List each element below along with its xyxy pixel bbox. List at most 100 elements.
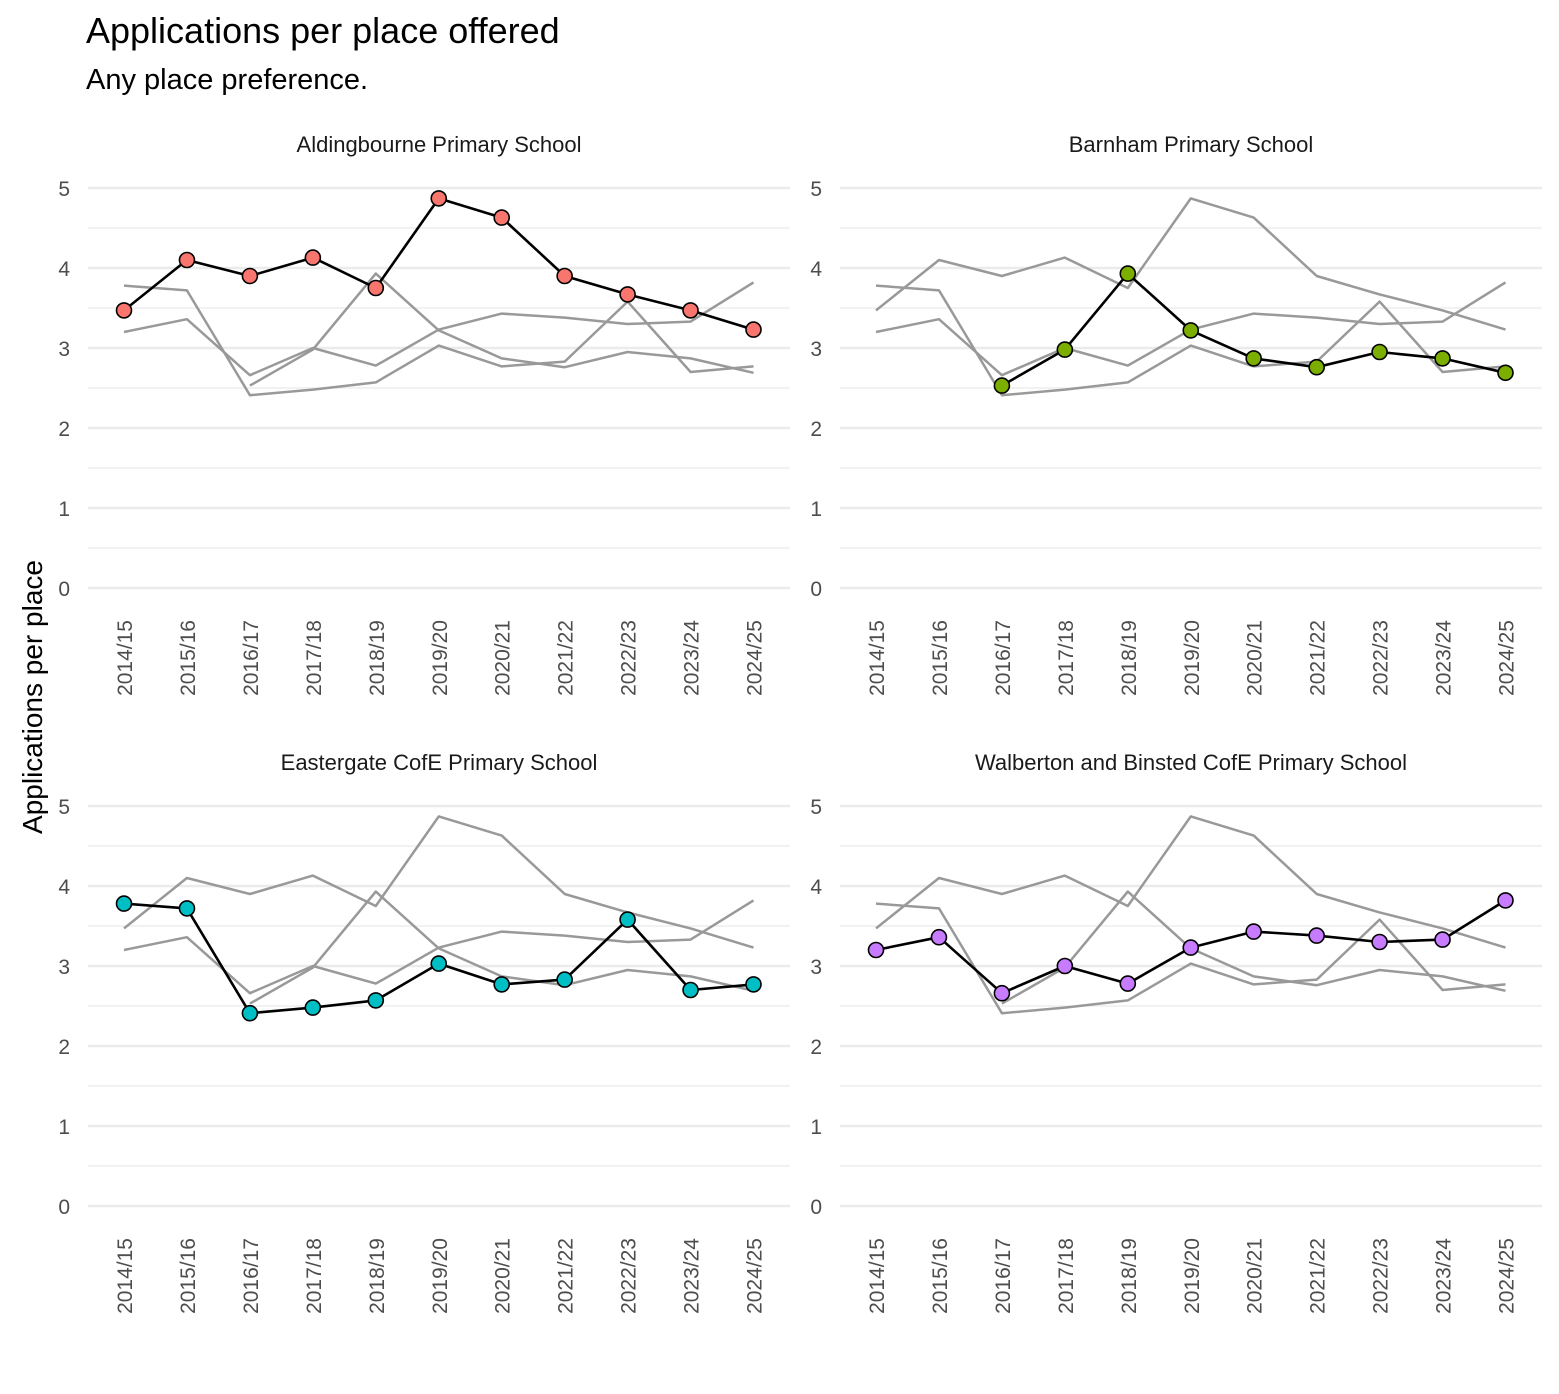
- highlight-series-line: [1001, 272, 1506, 387]
- highlight-series-line: [123, 197, 754, 331]
- x-tick-label: 2015/16: [177, 620, 200, 696]
- x-tick-label: 2017/18: [1055, 620, 1078, 696]
- data-point: [1182, 939, 1200, 956]
- data-point: [556, 267, 573, 285]
- y-tick-label: 3: [58, 338, 70, 361]
- facet-title: Barnham Primary School: [1069, 132, 1314, 157]
- x-tick-label: 2020/21: [1244, 620, 1267, 696]
- facet-title: Eastergate CofE Primary School: [281, 750, 598, 775]
- y-tick-label: 2: [58, 1036, 70, 1059]
- data-point: [304, 249, 322, 266]
- data-point: [1434, 931, 1451, 948]
- background-series-line: [875, 284, 1506, 397]
- x-tick-label: 2014/15: [866, 620, 889, 696]
- background-series-line: [1001, 890, 1506, 1005]
- background-series-line: [875, 815, 1506, 949]
- data-point: [1371, 933, 1388, 951]
- data-point: [682, 302, 699, 319]
- x-tick-label: 2015/16: [177, 1238, 200, 1314]
- y-tick-label: 4: [58, 876, 70, 899]
- data-point: [178, 900, 196, 917]
- chart-subtitle: Any place preference.: [86, 64, 369, 96]
- y-tick-label: 3: [810, 338, 822, 361]
- x-tick-label: 2018/19: [1118, 620, 1141, 696]
- data-point: [1308, 927, 1325, 944]
- x-tick-label: 2021/22: [555, 620, 578, 696]
- x-tick-label: 2017/18: [303, 1238, 326, 1314]
- background-series-line: [875, 902, 1506, 1015]
- x-tick-label: 2017/18: [1055, 1238, 1078, 1314]
- data-point: [1119, 265, 1137, 282]
- data-point: [1056, 957, 1074, 975]
- x-tick-label: 2019/20: [1181, 1238, 1204, 1314]
- facet-title: Walberton and Binsted CofE Primary Schoo…: [975, 750, 1407, 775]
- chart-title: Applications per place offered: [86, 10, 560, 51]
- x-tick-label: 2014/15: [866, 1238, 889, 1314]
- x-tick-label: 2024/25: [1496, 620, 1519, 696]
- y-axis-label: Applications per place: [17, 560, 48, 834]
- x-tick-label: 2015/16: [929, 620, 952, 696]
- facet-panel-3: 0 1 2 3 4 5 Eastergate CofE Primary School 2014…: [58, 750, 790, 1314]
- x-tick-label: 2021/22: [555, 1238, 578, 1314]
- facet-panel-4: 0 1 2 3 4 5 Walberton and Binsted CofE Primary…: [810, 750, 1542, 1314]
- facet-panel-2: 0 1 2 3 4 5 Barnham Primary School 2014/15 2015/…: [810, 132, 1542, 696]
- data-point: [1371, 343, 1388, 361]
- x-tick-label: 2020/21: [1244, 1238, 1267, 1314]
- x-tick-label: 2021/22: [1307, 1238, 1330, 1314]
- y-tick-label: 1: [810, 498, 822, 521]
- data-point: [745, 321, 762, 338]
- data-point: [619, 911, 636, 928]
- data-point: [493, 209, 511, 226]
- x-tick-label: 2018/19: [1118, 1238, 1141, 1314]
- data-point: [1497, 364, 1514, 382]
- y-tick-label: 5: [810, 796, 822, 819]
- data-point: [430, 190, 448, 207]
- data-point: [1245, 923, 1262, 940]
- x-tick-label: 2022/23: [618, 1238, 641, 1314]
- y-tick-label: 1: [58, 498, 70, 521]
- data-point: [115, 895, 133, 912]
- data-point: [493, 976, 511, 993]
- y-tick-label: 0: [58, 1196, 70, 1219]
- y-tick-label: 2: [58, 418, 70, 441]
- x-tick-label: 2018/19: [366, 620, 389, 696]
- x-tick-label: 2022/23: [618, 620, 641, 696]
- y-tick-label: 5: [58, 796, 70, 819]
- data-point: [993, 984, 1011, 1002]
- y-tick-label: 1: [58, 1116, 70, 1139]
- x-tick-label: 2024/25: [744, 1238, 767, 1314]
- y-tick-label: 1: [810, 1116, 822, 1139]
- y-tick-label: 0: [58, 578, 70, 601]
- data-point: [367, 992, 385, 1009]
- data-point: [1182, 322, 1200, 339]
- x-tick-label: 2017/18: [303, 620, 326, 696]
- data-point: [304, 999, 322, 1016]
- data-point: [1056, 341, 1074, 358]
- background-series-line: [249, 272, 754, 387]
- y-tick-label: 5: [810, 178, 822, 201]
- y-tick-label: 3: [58, 956, 70, 979]
- background-series-line: [123, 815, 754, 949]
- x-tick-label: 2024/25: [744, 620, 767, 696]
- x-tick-label: 2023/24: [1433, 620, 1456, 696]
- data-point: [1434, 350, 1451, 367]
- facet-title: Aldingbourne Primary School: [297, 132, 582, 157]
- y-tick-label: 4: [810, 876, 822, 899]
- x-tick-label: 2018/19: [366, 1238, 389, 1314]
- x-tick-label: 2015/16: [929, 1238, 952, 1314]
- data-point: [930, 928, 948, 946]
- y-tick-label: 4: [810, 258, 822, 281]
- y-tick-label: 5: [58, 178, 70, 201]
- y-tick-label: 3: [810, 956, 822, 979]
- data-point: [619, 286, 636, 303]
- data-point: [367, 279, 385, 297]
- x-tick-label: 2014/15: [114, 1238, 137, 1314]
- data-point: [682, 981, 699, 999]
- y-tick-label: 2: [810, 1036, 822, 1059]
- x-tick-label: 2019/20: [429, 1238, 452, 1314]
- x-tick-label: 2016/17: [992, 1238, 1015, 1314]
- y-tick-label: 2: [810, 418, 822, 441]
- data-point: [115, 302, 133, 319]
- x-tick-label: 2020/21: [492, 620, 515, 696]
